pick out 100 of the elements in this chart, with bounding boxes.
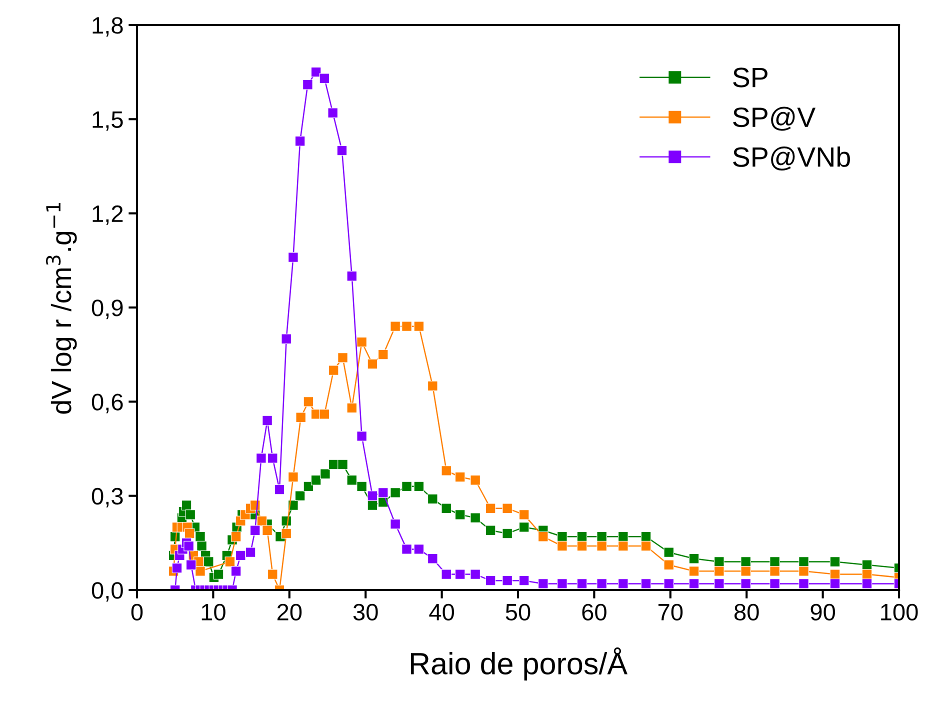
x-tick-label: 60 [582, 604, 606, 621]
point [245, 547, 256, 558]
point [830, 569, 840, 580]
x-tick-label: 20 [277, 604, 302, 621]
point [518, 575, 530, 586]
point [367, 358, 378, 370]
point [390, 321, 400, 332]
point [618, 578, 628, 589]
point [288, 252, 298, 262]
point [181, 500, 192, 510]
point [320, 468, 330, 479]
point [470, 475, 480, 486]
point [235, 550, 246, 561]
point [195, 532, 206, 542]
point [346, 402, 358, 414]
point [830, 578, 840, 589]
y-tick-label: 1,5 [92, 111, 123, 131]
point [356, 481, 367, 492]
point [862, 569, 872, 580]
point [441, 569, 452, 580]
point [267, 453, 278, 464]
point [688, 566, 700, 576]
point [798, 578, 809, 589]
point [454, 472, 466, 482]
y-tick-label: 0,6 [92, 394, 123, 414]
point [378, 488, 388, 498]
point [518, 522, 530, 532]
point [356, 336, 367, 348]
point [281, 528, 292, 539]
x-tick-label: 50 [506, 604, 530, 621]
point [390, 518, 400, 530]
point [518, 510, 530, 520]
x-tick-label: 0 [131, 604, 143, 621]
y-tick-label: 1,2 [92, 205, 123, 225]
point [356, 431, 367, 442]
point [862, 578, 872, 589]
point [402, 544, 412, 554]
point [338, 352, 348, 363]
point [346, 475, 358, 486]
x-tick-label: 30 [353, 604, 378, 621]
point [203, 556, 214, 567]
point [428, 380, 438, 392]
point [310, 475, 322, 486]
point [454, 569, 466, 580]
point [338, 459, 348, 470]
point [798, 566, 809, 576]
point [414, 544, 424, 554]
point [714, 566, 724, 576]
y-tick-label: 0,9 [92, 300, 123, 320]
point [402, 481, 412, 492]
point [213, 569, 224, 580]
point [267, 569, 278, 580]
point [557, 532, 568, 542]
point [250, 525, 260, 536]
point [454, 510, 466, 520]
point [640, 578, 652, 589]
point [184, 540, 194, 552]
point [688, 578, 700, 589]
x-tick-label: 70 [658, 604, 683, 621]
point [576, 578, 588, 589]
point [862, 560, 872, 570]
point [428, 553, 438, 564]
point [414, 321, 424, 332]
point [664, 547, 674, 558]
point [414, 481, 424, 492]
y-tick-label: 0,0 [92, 582, 123, 602]
point [740, 578, 751, 589]
point [664, 560, 674, 570]
point [485, 525, 496, 536]
legend-label: SP@VNb [733, 146, 850, 170]
point [470, 512, 480, 523]
point [576, 540, 588, 552]
point [367, 490, 378, 501]
point [618, 540, 628, 552]
point [288, 472, 298, 482]
point [303, 396, 314, 407]
y-axis-title: dV log r /cm$^{3}$.g$^{−1}$ [46, 202, 77, 414]
legend-label: SP [733, 68, 768, 88]
point [281, 334, 292, 344]
point [402, 321, 412, 332]
point [830, 556, 840, 567]
point [294, 490, 306, 501]
y-tick-label: 1,8 [92, 17, 123, 37]
point [798, 556, 809, 567]
point [538, 532, 548, 542]
point [230, 566, 242, 576]
point [502, 528, 512, 539]
x-tick-label: 40 [429, 604, 454, 621]
point [557, 540, 568, 552]
point [274, 484, 285, 495]
point [770, 578, 780, 589]
point [302, 80, 313, 90]
point [224, 556, 236, 567]
point [470, 569, 480, 580]
point [319, 409, 330, 420]
point [576, 532, 588, 542]
point [740, 556, 751, 567]
point [328, 108, 338, 118]
point [367, 500, 378, 510]
legend-label: SP@V [733, 106, 816, 131]
